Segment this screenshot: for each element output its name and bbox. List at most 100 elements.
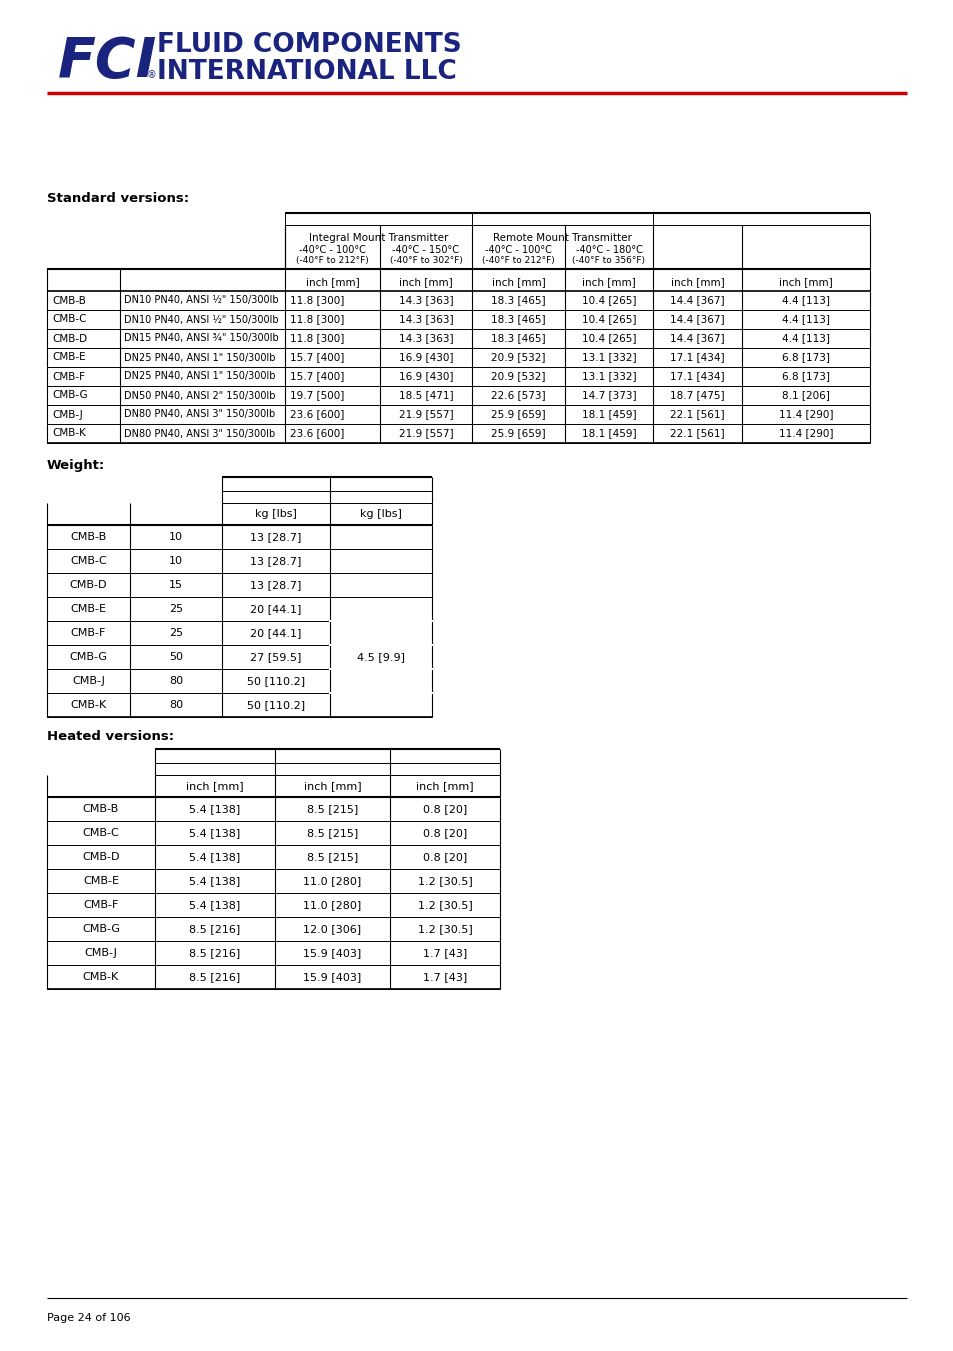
Text: 14.3 [363]: 14.3 [363] xyxy=(398,334,453,343)
Text: 11.4 [290]: 11.4 [290] xyxy=(778,428,832,439)
Text: 10.4 [265]: 10.4 [265] xyxy=(581,315,636,324)
Text: 22.1 [561]: 22.1 [561] xyxy=(670,428,724,439)
Text: 1.7 [43]: 1.7 [43] xyxy=(422,948,467,958)
Text: 18.7 [475]: 18.7 [475] xyxy=(670,390,724,400)
Text: 11.0 [280]: 11.0 [280] xyxy=(303,900,361,911)
Text: CMB-D: CMB-D xyxy=(52,334,87,343)
Text: -40°C - 100°C: -40°C - 100°C xyxy=(484,245,552,255)
Text: -40°C - 150°C: -40°C - 150°C xyxy=(392,245,459,255)
Text: inch [mm]: inch [mm] xyxy=(779,277,832,286)
Text: DN80 PN40, ANSI 3" 150/300lb: DN80 PN40, ANSI 3" 150/300lb xyxy=(124,428,275,439)
Text: 5.4 [138]: 5.4 [138] xyxy=(190,828,240,838)
Text: (-40°F to 212°F): (-40°F to 212°F) xyxy=(481,257,555,266)
Text: CMB-B: CMB-B xyxy=(83,804,119,815)
Text: 11.8 [300]: 11.8 [300] xyxy=(290,315,344,324)
Text: 6.8 [173]: 6.8 [173] xyxy=(781,372,829,381)
Text: Page 24 of 106: Page 24 of 106 xyxy=(47,1313,131,1323)
Text: Weight:: Weight: xyxy=(47,458,105,471)
Text: 20.9 [532]: 20.9 [532] xyxy=(491,372,545,381)
Text: 50: 50 xyxy=(169,653,183,662)
Text: 14.4 [367]: 14.4 [367] xyxy=(670,334,724,343)
Text: 22.6 [573]: 22.6 [573] xyxy=(491,390,545,400)
Text: 8.1 [206]: 8.1 [206] xyxy=(781,390,829,400)
Text: inch [mm]: inch [mm] xyxy=(305,277,359,286)
Text: 22.1 [561]: 22.1 [561] xyxy=(670,409,724,420)
Text: inch [mm]: inch [mm] xyxy=(416,781,474,790)
Text: FCI: FCI xyxy=(58,35,157,89)
Text: 4.4 [113]: 4.4 [113] xyxy=(781,315,829,324)
Text: 27 [59.5]: 27 [59.5] xyxy=(250,653,301,662)
Text: 18.3 [465]: 18.3 [465] xyxy=(491,334,545,343)
Text: INTERNATIONAL LLC: INTERNATIONAL LLC xyxy=(157,59,456,85)
Text: 17.1 [434]: 17.1 [434] xyxy=(670,372,724,381)
Text: 20 [44.1]: 20 [44.1] xyxy=(250,604,301,613)
Text: Integral Mount Transmitter: Integral Mount Transmitter xyxy=(309,232,448,243)
Text: -40°C - 180°C: -40°C - 180°C xyxy=(575,245,641,255)
Text: 80: 80 xyxy=(169,700,183,711)
Text: 13.1 [332]: 13.1 [332] xyxy=(581,372,636,381)
Text: 5.4 [138]: 5.4 [138] xyxy=(190,900,240,911)
Text: DN15 PN40, ANSI ¾" 150/300lb: DN15 PN40, ANSI ¾" 150/300lb xyxy=(124,334,278,343)
Text: inch [mm]: inch [mm] xyxy=(303,781,361,790)
Text: 80: 80 xyxy=(169,676,183,686)
Text: 18.5 [471]: 18.5 [471] xyxy=(398,390,453,400)
Text: DN25 PN40, ANSI 1" 150/300lb: DN25 PN40, ANSI 1" 150/300lb xyxy=(124,372,275,381)
Text: CMB-C: CMB-C xyxy=(52,315,87,324)
Text: 15.7 [400]: 15.7 [400] xyxy=(290,353,344,362)
Text: inch [mm]: inch [mm] xyxy=(670,277,723,286)
Text: 0.8 [20]: 0.8 [20] xyxy=(422,804,467,815)
Text: ®: ® xyxy=(147,70,156,80)
Text: 23.6 [600]: 23.6 [600] xyxy=(290,428,344,439)
Text: 15.7 [400]: 15.7 [400] xyxy=(290,372,344,381)
Text: Heated versions:: Heated versions: xyxy=(47,731,174,743)
Text: 17.1 [434]: 17.1 [434] xyxy=(670,353,724,362)
Text: CMB-F: CMB-F xyxy=(83,900,118,911)
Text: 19.7 [500]: 19.7 [500] xyxy=(290,390,344,400)
Text: 20.9 [532]: 20.9 [532] xyxy=(491,353,545,362)
Text: 1.7 [43]: 1.7 [43] xyxy=(422,971,467,982)
Text: CMB-E: CMB-E xyxy=(71,604,107,613)
Text: CMB-F: CMB-F xyxy=(71,628,106,638)
Text: inch [mm]: inch [mm] xyxy=(186,781,244,790)
Text: CMB-G: CMB-G xyxy=(70,653,108,662)
Text: 0.8 [20]: 0.8 [20] xyxy=(422,828,467,838)
Text: 4.4 [113]: 4.4 [113] xyxy=(781,334,829,343)
Text: 13.1 [332]: 13.1 [332] xyxy=(581,353,636,362)
Text: kg [lbs]: kg [lbs] xyxy=(359,509,401,519)
Text: 14.7 [373]: 14.7 [373] xyxy=(581,390,636,400)
Text: DN10 PN40, ANSI ½" 150/300lb: DN10 PN40, ANSI ½" 150/300lb xyxy=(124,315,278,324)
Text: (-40°F to 356°F): (-40°F to 356°F) xyxy=(572,257,645,266)
Text: inch [mm]: inch [mm] xyxy=(581,277,636,286)
Text: 25.9 [659]: 25.9 [659] xyxy=(491,428,545,439)
Text: -40°C - 100°C: -40°C - 100°C xyxy=(298,245,366,255)
Text: 14.4 [367]: 14.4 [367] xyxy=(670,315,724,324)
Text: 4.5 [9.9]: 4.5 [9.9] xyxy=(356,653,405,662)
Text: FLUID COMPONENTS: FLUID COMPONENTS xyxy=(157,32,461,58)
Text: 8.5 [215]: 8.5 [215] xyxy=(307,828,357,838)
Text: inch [mm]: inch [mm] xyxy=(491,277,545,286)
Text: 10.4 [265]: 10.4 [265] xyxy=(581,334,636,343)
Text: 18.1 [459]: 18.1 [459] xyxy=(581,428,636,439)
Text: CMB-C: CMB-C xyxy=(71,557,107,566)
Text: 14.3 [363]: 14.3 [363] xyxy=(398,296,453,305)
Text: 0.8 [20]: 0.8 [20] xyxy=(422,852,467,862)
Text: 14.3 [363]: 14.3 [363] xyxy=(398,315,453,324)
Text: 25: 25 xyxy=(169,604,183,613)
Text: 16.9 [430]: 16.9 [430] xyxy=(398,353,453,362)
Text: 18.3 [465]: 18.3 [465] xyxy=(491,315,545,324)
Text: 21.9 [557]: 21.9 [557] xyxy=(398,409,453,420)
Text: 23.6 [600]: 23.6 [600] xyxy=(290,409,344,420)
Text: 11.8 [300]: 11.8 [300] xyxy=(290,334,344,343)
Text: 25: 25 xyxy=(169,628,183,638)
Text: DN50 PN40, ANSI 2" 150/300lb: DN50 PN40, ANSI 2" 150/300lb xyxy=(124,390,275,400)
Text: 15.9 [403]: 15.9 [403] xyxy=(303,948,361,958)
Text: 8.5 [216]: 8.5 [216] xyxy=(190,971,240,982)
Text: 1.2 [30.5]: 1.2 [30.5] xyxy=(417,875,472,886)
Text: 16.9 [430]: 16.9 [430] xyxy=(398,372,453,381)
Text: 5.4 [138]: 5.4 [138] xyxy=(190,852,240,862)
Text: 15: 15 xyxy=(169,580,183,590)
Text: (-40°F to 302°F): (-40°F to 302°F) xyxy=(389,257,462,266)
Text: CMB-J: CMB-J xyxy=(72,676,105,686)
Text: 15.9 [403]: 15.9 [403] xyxy=(303,971,361,982)
Text: 14.4 [367]: 14.4 [367] xyxy=(670,296,724,305)
